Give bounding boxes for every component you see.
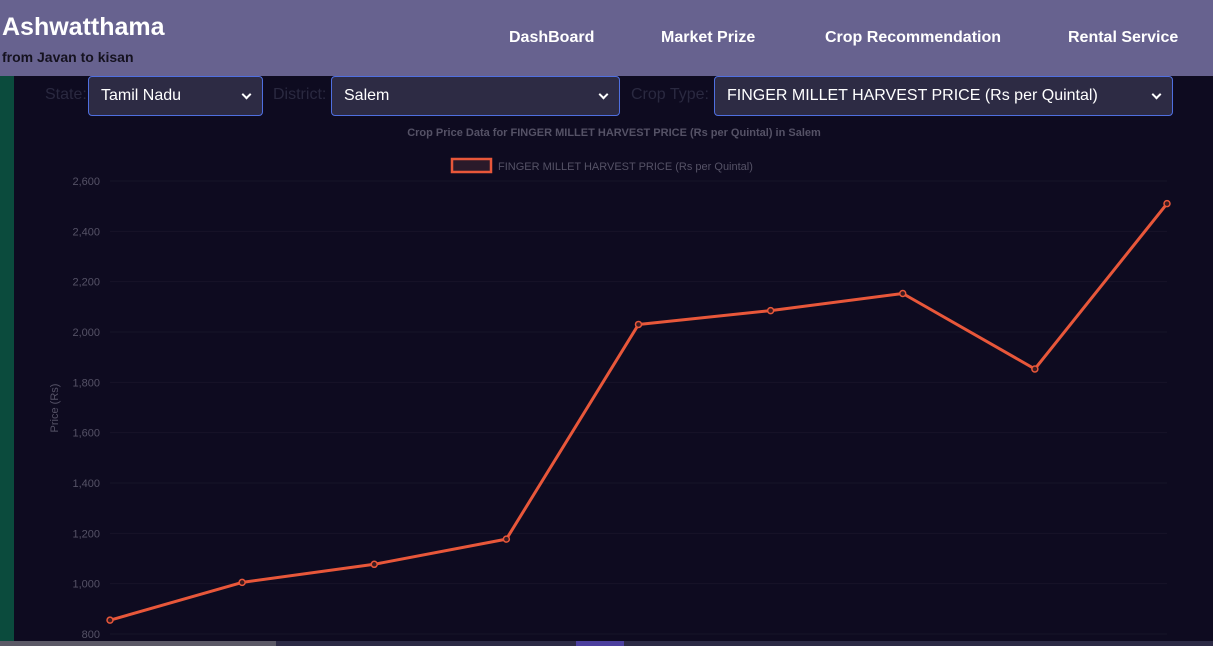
y-tick-label: 2,000	[72, 327, 100, 339]
nav-market-prize[interactable]: Market Prize	[661, 29, 756, 46]
navbar: Ashwatthama from Javan to kisan DashBoar…	[0, 0, 1213, 76]
y-tick-label: 1,400	[72, 478, 100, 490]
y-tick-label: 2,200	[72, 277, 100, 289]
data-point[interactable]	[634, 320, 643, 329]
y-axis-ticks: 800 1,000 1,200 1,400 1,600 1,800 2,000 2,200 2,…	[72, 176, 100, 641]
y-tick-label: 1,200	[72, 528, 100, 540]
district-select[interactable]: Salem	[331, 76, 620, 116]
chart-grid	[110, 180, 1167, 635]
brand-subtitle: from Javan to kisan	[2, 49, 134, 65]
y-tick-label: 800	[82, 629, 100, 641]
state-label: State:	[45, 86, 87, 103]
chart-legend[interactable]: FINGER MILLET HARVEST PRICE (Rs per Quin…	[450, 157, 753, 174]
sidebar-strip	[0, 76, 14, 646]
district-select-value: Salem	[344, 87, 390, 104]
y-tick-label: 1,000	[72, 579, 100, 591]
nav-rental-service[interactable]: Rental Service	[1068, 29, 1179, 46]
data-point[interactable]	[106, 616, 114, 624]
brand-title: Ashwatthama	[2, 13, 165, 41]
data-point[interactable]	[238, 578, 246, 587]
y-tick-label: 2,400	[72, 226, 100, 238]
data-point[interactable]	[370, 560, 378, 569]
nav-crop-recommendation[interactable]: Crop Recommendation	[825, 29, 1002, 46]
crop-type-select-value: FINGER MILLET HARVEST PRICE (Rs per Quin…	[727, 87, 1098, 104]
nav-dashboard[interactable]: DashBoard	[509, 29, 595, 46]
data-point[interactable]	[1163, 199, 1171, 208]
crop-type-label: Crop Type:	[631, 86, 709, 103]
chart-title: Crop Price Data for FINGER MILLET HARVES…	[407, 127, 821, 139]
data-point[interactable]	[502, 535, 511, 543]
legend-label: FINGER MILLET HARVEST PRICE (Rs per Quin…	[498, 161, 753, 173]
series-line	[109, 202, 1169, 622]
y-tick-label: 1,800	[72, 377, 100, 389]
district-label: District:	[273, 86, 327, 103]
y-tick-label: 2,600	[72, 176, 100, 188]
state-select[interactable]: Tamil Nadu	[88, 76, 263, 116]
data-point[interactable]	[1031, 365, 1039, 373]
scrollbar-marker	[576, 641, 624, 646]
data-point[interactable]	[899, 289, 907, 298]
y-tick-label: 1,600	[72, 428, 100, 440]
state-select-value: Tamil Nadu	[101, 87, 182, 104]
series-points	[106, 199, 1171, 624]
data-point[interactable]	[766, 306, 775, 315]
scrollbar-thumb[interactable]	[0, 641, 276, 646]
y-axis-label: Price (Rs)	[49, 384, 61, 433]
crop-type-select[interactable]: FINGER MILLET HARVEST PRICE (Rs per Quin…	[714, 76, 1173, 116]
legend-swatch	[450, 157, 493, 174]
